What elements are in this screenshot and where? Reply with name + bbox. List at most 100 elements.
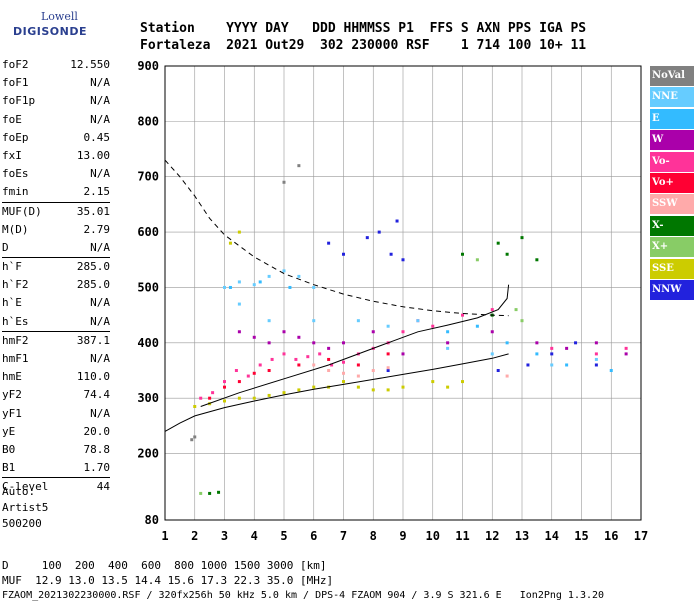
data-point-sse bbox=[386, 388, 390, 392]
x-tick-label: 10 bbox=[426, 529, 440, 543]
param-row: yF1 N/A bbox=[2, 405, 110, 423]
param-name: hmF2 bbox=[2, 333, 29, 347]
param-value: 74.4 bbox=[83, 388, 111, 402]
param-name: yF1 bbox=[2, 406, 22, 420]
x-tick-label: 3 bbox=[221, 529, 228, 543]
legend-item: X+ bbox=[650, 237, 694, 258]
data-point-e bbox=[228, 285, 232, 289]
data-point-nne bbox=[237, 302, 241, 306]
param-value: 35.01 bbox=[76, 204, 110, 218]
data-point-nne bbox=[282, 269, 286, 273]
data-point-x- bbox=[520, 319, 524, 323]
data-point-sse bbox=[237, 396, 241, 400]
data-point-nnw bbox=[386, 369, 390, 373]
legend-item: Vo+ bbox=[650, 172, 694, 193]
param-name: hmE bbox=[2, 370, 22, 384]
x-tick-label: 15 bbox=[574, 529, 588, 543]
y-tick-label: 300 bbox=[137, 391, 159, 405]
param-value: N/A bbox=[90, 352, 110, 365]
data-point-w bbox=[594, 341, 598, 345]
data-point-vo- bbox=[211, 391, 215, 395]
data-point-vo- bbox=[294, 357, 298, 361]
param-name: h`Es bbox=[2, 314, 29, 328]
data-point-vo- bbox=[431, 324, 435, 328]
param-name: h`E bbox=[2, 296, 22, 310]
data-point-sse bbox=[431, 380, 435, 384]
data-point-nne bbox=[312, 319, 316, 323]
param-row: B0 78.8 bbox=[2, 441, 110, 459]
param-name: foF2 bbox=[2, 58, 29, 71]
param-row: foF1 N/A bbox=[2, 74, 110, 92]
data-point-sse bbox=[461, 380, 464, 384]
param-name: M(D) bbox=[2, 222, 29, 236]
x-tick-label: 8 bbox=[370, 529, 377, 543]
parameter-panel: foF2 12.550 foF1 N/A foF1p N/A foE N/A foEp 0.45 f… bbox=[2, 56, 110, 497]
data-point-noval bbox=[297, 164, 301, 168]
data-point-x- bbox=[475, 258, 479, 262]
data-point-vo- bbox=[401, 330, 405, 334]
data-point-e bbox=[565, 363, 569, 367]
data-point-nnw bbox=[389, 252, 393, 256]
data-point-vo- bbox=[624, 346, 628, 350]
legend-item: NNW bbox=[650, 279, 694, 300]
data-point-x- bbox=[199, 491, 203, 495]
points-layer bbox=[190, 164, 628, 495]
data-point-w bbox=[446, 341, 450, 345]
data-point-w bbox=[237, 330, 241, 334]
x-tick-label: 13 bbox=[515, 529, 529, 543]
param-row: h`Es N/A bbox=[2, 313, 110, 331]
param-row: foF1p N/A bbox=[2, 92, 110, 110]
station-header: Station YYYY DAY DDD HHMMSS P1 FFS S AXN… bbox=[140, 20, 586, 54]
data-point-x- bbox=[505, 252, 509, 256]
data-point-sse bbox=[282, 391, 286, 395]
data-point-nnw bbox=[526, 363, 530, 367]
data-point-noval bbox=[193, 435, 197, 439]
data-point-vo- bbox=[297, 363, 301, 367]
param-separator bbox=[2, 257, 110, 259]
data-point-w bbox=[312, 341, 316, 345]
x-tick-label: 2 bbox=[191, 529, 198, 543]
legend-item: Vo- bbox=[650, 151, 694, 172]
data-point-sse bbox=[356, 385, 360, 389]
data-point-nnw bbox=[327, 241, 331, 245]
param-separator bbox=[2, 477, 110, 479]
legend-item: NNE bbox=[650, 87, 694, 108]
lowell-digisonde-logo: Lowell DIGISONDE bbox=[10, 8, 90, 44]
data-point-vo- bbox=[490, 308, 494, 312]
data-point-w bbox=[624, 352, 628, 356]
y-tick-label: 900 bbox=[137, 59, 159, 73]
x-tick-label: 1 bbox=[161, 529, 168, 543]
y-tick-label: 400 bbox=[137, 336, 159, 350]
data-point-sse bbox=[371, 388, 375, 392]
data-point-sse bbox=[342, 380, 345, 384]
data-point-vo- bbox=[330, 363, 334, 367]
data-point-nne bbox=[297, 274, 301, 278]
data-point-nne bbox=[267, 319, 271, 323]
y-tick-label: 600 bbox=[137, 225, 159, 239]
param-separator bbox=[2, 330, 110, 332]
polarization-legend: NoVal NNE E W Vo- Vo+ SSW X- X+ SSE NNW bbox=[650, 66, 694, 301]
data-point-nne bbox=[267, 274, 271, 278]
data-point-vo- bbox=[318, 352, 322, 356]
param-value: 13.00 bbox=[76, 148, 110, 162]
data-point-w bbox=[252, 335, 256, 339]
param-row: MUF(D) 35.01 bbox=[2, 203, 110, 221]
param-name: yF2 bbox=[2, 388, 22, 402]
data-point-nnw bbox=[594, 363, 598, 367]
data-point-vo- bbox=[237, 380, 241, 384]
legend-item: E bbox=[650, 108, 694, 129]
data-point-sse bbox=[237, 230, 241, 234]
data-point-sse bbox=[401, 385, 405, 389]
param-value: N/A bbox=[90, 314, 110, 328]
x-tick-label: 17 bbox=[634, 529, 648, 543]
param-row: h`E N/A bbox=[2, 294, 110, 312]
data-point-nnw bbox=[550, 352, 554, 356]
y-tick-label: 700 bbox=[137, 170, 159, 184]
param-row: yE 20.0 bbox=[2, 423, 110, 441]
data-point-vo- bbox=[356, 363, 360, 367]
data-point-sse bbox=[446, 385, 450, 389]
legend-item: SSE bbox=[650, 258, 694, 279]
param-value: 2.15 bbox=[83, 185, 111, 199]
param-value: N/A bbox=[90, 94, 110, 108]
header-values: Fortaleza 2021 Out29 302 230000 RSF 1 71… bbox=[140, 38, 587, 53]
